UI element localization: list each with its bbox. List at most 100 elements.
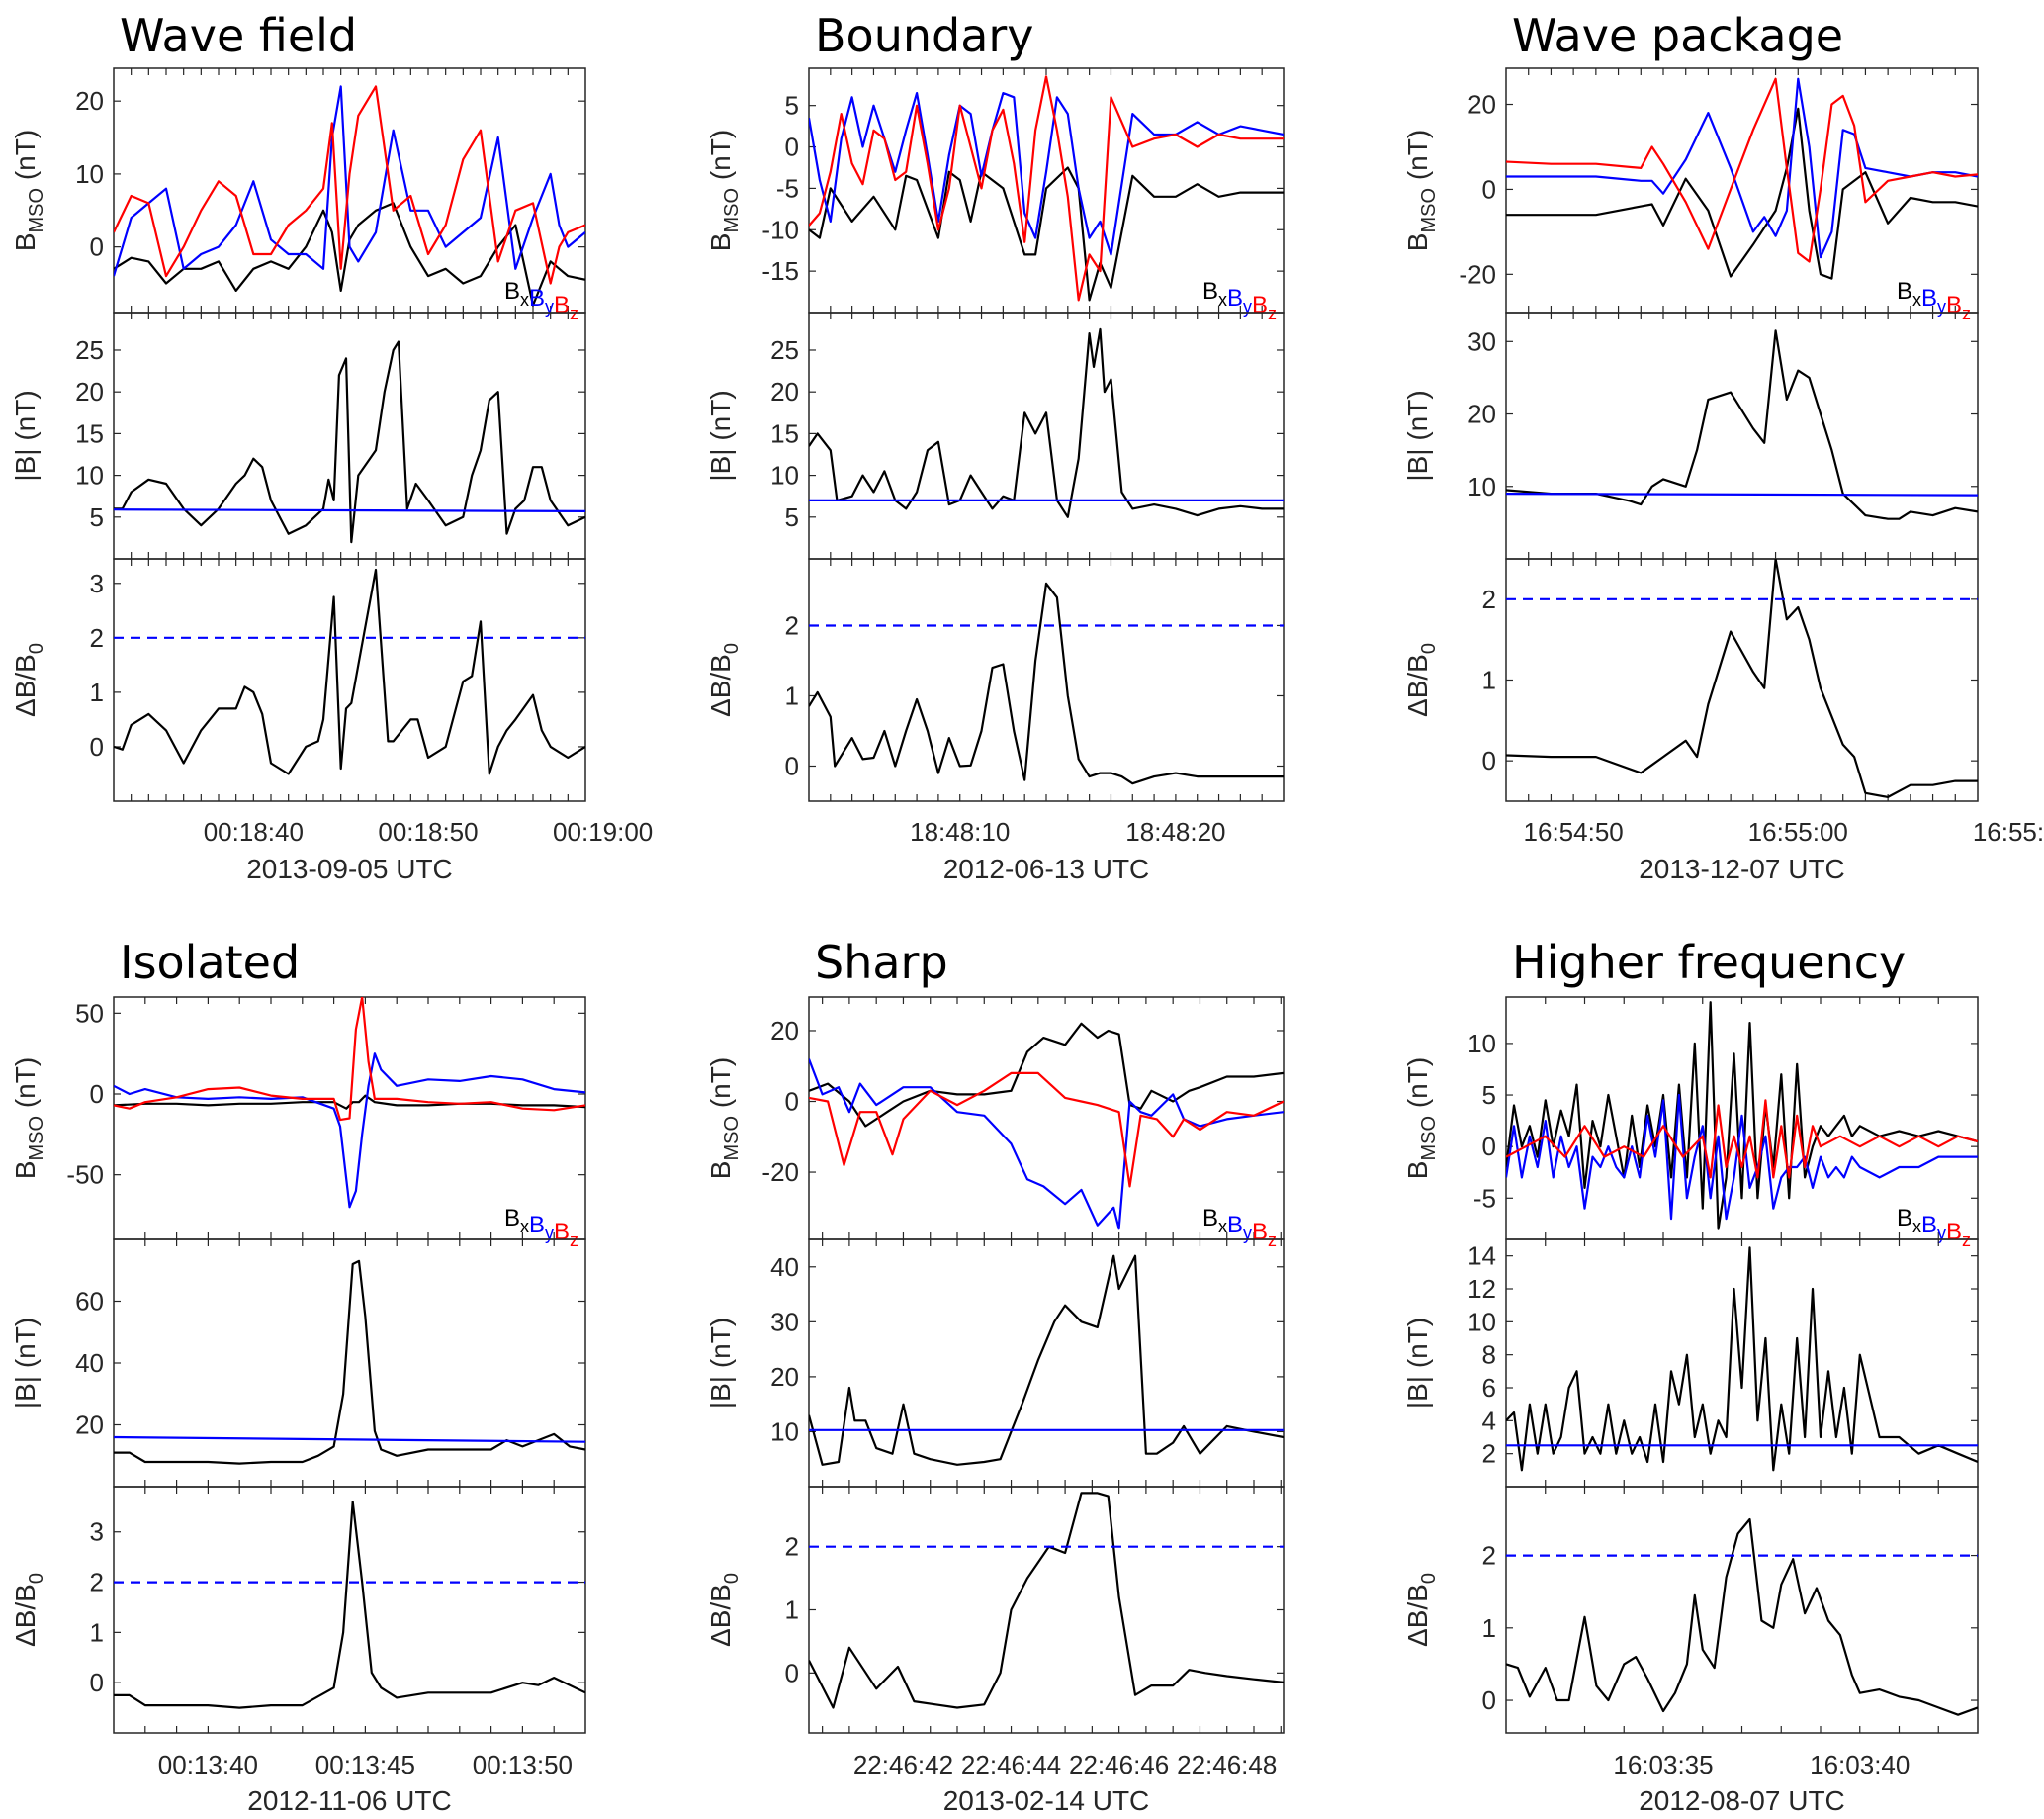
series-b0 (1506, 493, 1978, 497)
y-tick-label: 5 (785, 91, 799, 121)
legend-bx: B (1897, 1205, 1912, 1231)
y-tick-label: 20 (770, 377, 799, 407)
y-tick-label: 20 (75, 377, 104, 407)
series-b (809, 1254, 1284, 1466)
legend-bx-sub: x (520, 1217, 529, 1236)
series-by (1506, 77, 1978, 259)
axes-frame (808, 558, 1285, 802)
y-tick-label: 2 (785, 1532, 799, 1562)
series-group (114, 1259, 585, 1465)
axes-frame (808, 1486, 1285, 1734)
legend-by-sub: y (1937, 1224, 1946, 1243)
legend-bz: B (1252, 292, 1268, 318)
legend-bx: B (504, 1205, 520, 1231)
ylabel-main: B (1402, 1160, 1433, 1179)
y-tick-label: 3 (90, 569, 104, 598)
y-axis-label: ΔB/B0 (705, 1573, 743, 1647)
series-b0 (114, 508, 585, 513)
axes-frame (113, 312, 586, 560)
y-axis-label: BMSO (nT) (10, 1057, 47, 1179)
ylabel-sub: MSO (1418, 1116, 1440, 1161)
series-ratio (809, 582, 1284, 785)
legend-bx-sub: x (520, 290, 529, 310)
ylabel-main: ΔB/B (1402, 1584, 1433, 1647)
y-tick-label: 60 (75, 1287, 104, 1317)
ylabel-main: ΔB/B (705, 654, 736, 717)
legend-bx-sub: x (1218, 290, 1227, 310)
ylabel-unit: (nT) (705, 1057, 736, 1116)
y-tick-label: 10 (75, 461, 104, 491)
series-group (114, 568, 585, 775)
chart-title: Boundary (815, 9, 1034, 62)
y-tick-label: 3 (90, 1517, 104, 1547)
y-tick-label: 0 (1482, 1685, 1496, 1715)
y-axis-label: BMSO (nT) (1402, 1057, 1440, 1179)
x-tick-label: 22:46:46 (1069, 1750, 1169, 1779)
legend-bz-sub: z (1268, 1230, 1277, 1250)
legend: BxByBz (504, 1205, 578, 1250)
y-tick-label: 0 (90, 1668, 104, 1697)
y-tick-label: 2 (1482, 1439, 1496, 1469)
series-b (1506, 1246, 1978, 1472)
axes-frame (113, 67, 586, 314)
legend-bz-sub: z (1962, 304, 1971, 323)
y-tick-label: 25 (770, 335, 799, 365)
series-b (1506, 329, 1978, 520)
series-ratio (114, 568, 585, 775)
series-group (1506, 559, 1978, 799)
series-bz (809, 75, 1284, 302)
ylabel-main: B (705, 1160, 736, 1179)
legend-bx: B (1202, 278, 1218, 305)
x-axis-label: 2013-12-07 UTC (1639, 854, 1845, 884)
axes-frame (808, 312, 1285, 560)
axes-frame (113, 1486, 586, 1734)
axes-frame (1505, 1238, 1979, 1488)
y-axis-label: ΔB/B0 (705, 643, 743, 717)
ylabel-sub: 0 (721, 643, 743, 654)
panel-babs: 5 10 15 20 25 |B| (nT) (10, 312, 586, 560)
series-group (809, 1254, 1284, 1466)
legend-by-sub: y (1243, 1224, 1252, 1243)
legend: BxByBz (1202, 278, 1277, 323)
ylabel-sub: 0 (1418, 643, 1440, 654)
legend-bx: B (1897, 278, 1912, 305)
series-group (809, 1022, 1284, 1230)
y-tick-label: -10 (761, 215, 799, 244)
legend: BxByBz (1897, 278, 1971, 323)
y-tick-label: 15 (770, 418, 799, 448)
y-axis-label: BMSO (nT) (705, 130, 743, 251)
series-by (114, 1052, 585, 1209)
series-group (114, 997, 585, 1209)
series-group (809, 75, 1284, 302)
y-tick-label: 2 (785, 610, 799, 640)
series-ratio (114, 1501, 585, 1709)
series-group (114, 1501, 585, 1709)
y-tick-label: 40 (770, 1252, 799, 1282)
y-axis-label: ΔB/B0 (1402, 1573, 1440, 1647)
y-tick-label: 50 (75, 998, 104, 1028)
y-tick-label: 20 (1467, 400, 1496, 429)
series-ratio (1506, 1517, 1978, 1716)
y-tick-label: 2 (90, 1568, 104, 1597)
ylabel-main: ΔB/B (10, 654, 41, 717)
y-tick-label: 1 (785, 1595, 799, 1625)
y-tick-label: -5 (776, 173, 799, 203)
y-tick-label: 0 (785, 1087, 799, 1117)
y-axis-label: ΔB/B0 (1402, 643, 1440, 717)
y-tick-label: 5 (90, 502, 104, 532)
y-tick-label: -50 (66, 1160, 104, 1190)
legend-bx: B (504, 278, 520, 305)
y-axis-label: ΔB/B0 (10, 643, 47, 717)
legend-bz-sub: z (1268, 304, 1277, 323)
series-bz (809, 1071, 1284, 1188)
y-tick-label: 10 (770, 461, 799, 491)
x-tick-label: 00:13:50 (473, 1750, 573, 1779)
legend: BxByBz (1897, 1205, 1971, 1250)
series-group (1506, 329, 1978, 520)
y-tick-label: 5 (1482, 1080, 1496, 1110)
